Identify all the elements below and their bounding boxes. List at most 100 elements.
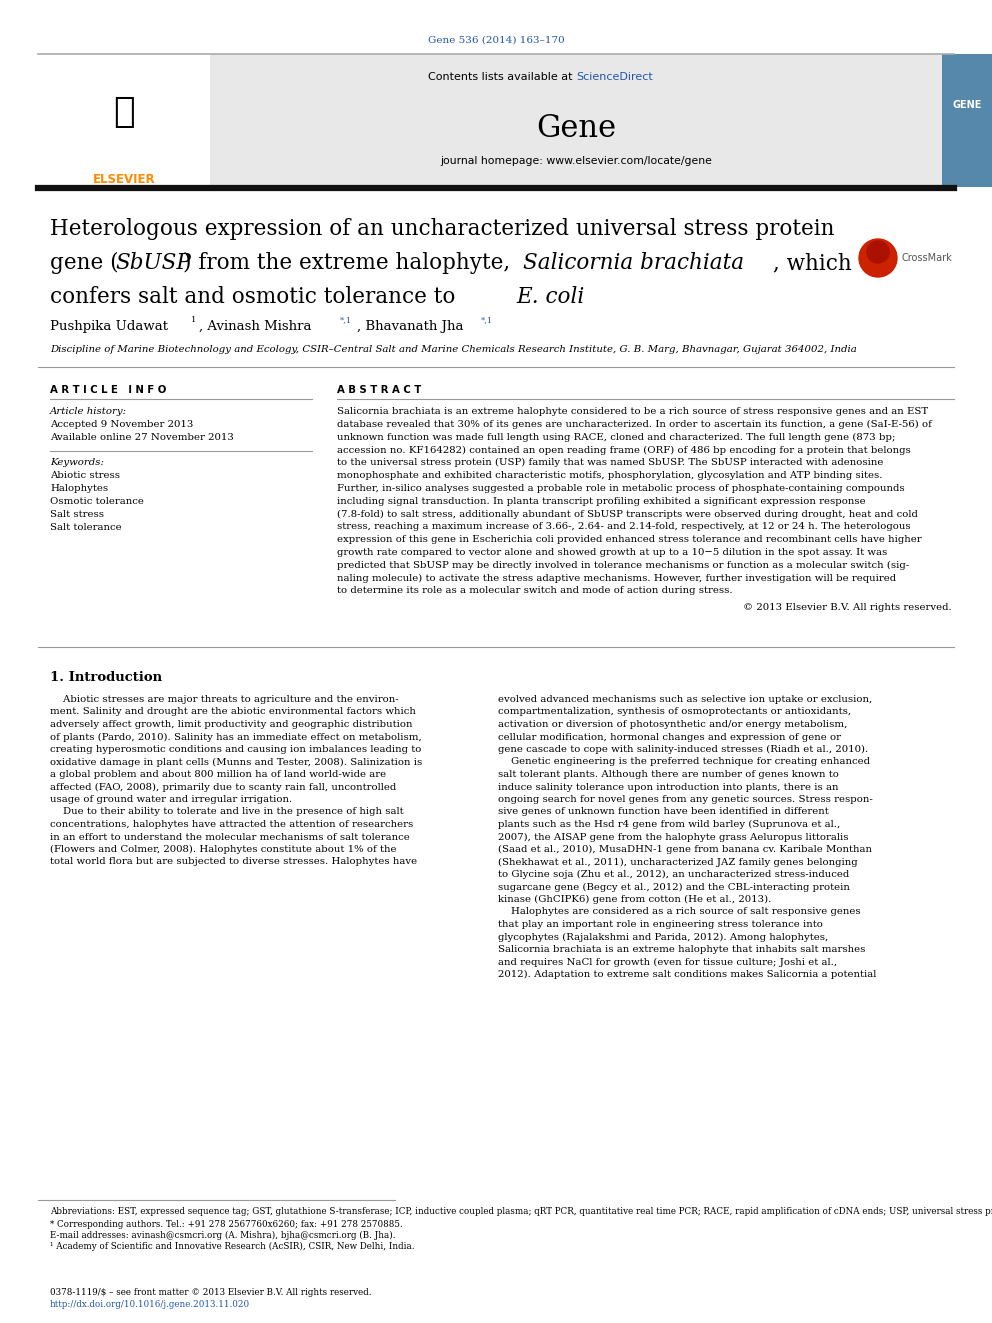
Text: (Shekhawat et al., 2011), uncharacterized JAZ family genes belonging: (Shekhawat et al., 2011), uncharacterize… (498, 857, 858, 867)
Text: cellular modification, hormonal changes and expression of gene or: cellular modification, hormonal changes … (498, 733, 841, 741)
Text: (Flowers and Colmer, 2008). Halophytes constitute about 1% of the: (Flowers and Colmer, 2008). Halophytes c… (50, 845, 397, 855)
Text: sive genes of unknown function have been identified in different: sive genes of unknown function have been… (498, 807, 828, 816)
Text: plants such as the Hsd r4 gene from wild barley (Suprunova et al.,: plants such as the Hsd r4 gene from wild… (498, 820, 840, 830)
Text: Salicornia brachiata is an extreme halophyte considered to be a rich source of s: Salicornia brachiata is an extreme halop… (337, 407, 929, 415)
Text: salt tolerant plants. Although there are number of genes known to: salt tolerant plants. Although there are… (498, 770, 839, 779)
Text: compartmentalization, synthesis of osmoprotectants or antioxidants,: compartmentalization, synthesis of osmop… (498, 708, 851, 717)
Text: A R T I C L E   I N F O: A R T I C L E I N F O (50, 385, 167, 396)
Text: to determine its role as a molecular switch and mode of action during stress.: to determine its role as a molecular swi… (337, 586, 733, 595)
Text: activation or diversion of photosynthetic and/or energy metabolism,: activation or diversion of photosyntheti… (498, 720, 847, 729)
Text: © 2013 Elsevier B.V. All rights reserved.: © 2013 Elsevier B.V. All rights reserved… (743, 603, 952, 613)
Text: Further, in-silico analyses suggested a probable role in metabolic process of ph: Further, in-silico analyses suggested a … (337, 484, 905, 492)
Text: 0378-1119/$ – see front matter © 2013 Elsevier B.V. All rights reserved.: 0378-1119/$ – see front matter © 2013 El… (50, 1289, 371, 1297)
Text: ongoing search for novel genes from any genetic sources. Stress respon-: ongoing search for novel genes from any … (498, 795, 873, 804)
Text: GENE: GENE (952, 101, 982, 110)
Text: (Saad et al., 2010), MusaDHN-1 gene from banana cv. Karibale Monthan: (Saad et al., 2010), MusaDHN-1 gene from… (498, 845, 872, 855)
Text: Keywords:: Keywords: (50, 458, 104, 467)
Text: ) from the extreme halophyte,: ) from the extreme halophyte, (183, 251, 517, 274)
Text: Contents lists available at: Contents lists available at (428, 71, 576, 82)
Text: *,1: *,1 (481, 316, 493, 324)
Text: induce salinity tolerance upon introduction into plants, there is an: induce salinity tolerance upon introduct… (498, 782, 838, 791)
Text: ment. Salinity and drought are the abiotic environmental factors which: ment. Salinity and drought are the abiot… (50, 708, 416, 717)
Text: * Corresponding authors. Tel.: +91 278 2567760x6260; fax: +91 278 2570885.: * Corresponding authors. Tel.: +91 278 2… (50, 1220, 403, 1229)
Text: gene (: gene ( (50, 251, 118, 274)
Text: Halophytes are considered as a rich source of salt responsive genes: Halophytes are considered as a rich sour… (498, 908, 861, 917)
Text: Halophytes: Halophytes (50, 484, 108, 493)
Text: 2012). Adaptation to extreme salt conditions makes Salicornia a potential: 2012). Adaptation to extreme salt condit… (498, 970, 876, 979)
Text: expression of this gene in Escherichia coli provided enhanced stress tolerance a: expression of this gene in Escherichia c… (337, 534, 922, 544)
Text: total world flora but are subjected to diverse stresses. Halophytes have: total world flora but are subjected to d… (50, 857, 417, 867)
Circle shape (867, 241, 889, 263)
Text: monophosphate and exhibited characteristic motifs, phosphorylation, glycosylatio: monophosphate and exhibited characterist… (337, 471, 883, 480)
Text: Pushpika Udawat: Pushpika Udawat (50, 320, 173, 333)
Text: a global problem and about 800 million ha of land world-wide are: a global problem and about 800 million h… (50, 770, 386, 779)
Bar (942, 54, 992, 187)
Text: glycophytes (Rajalakshmi and Parida, 2012). Among halophytes,: glycophytes (Rajalakshmi and Parida, 201… (498, 933, 828, 942)
Text: Abiotic stresses are major threats to agriculture and the environ-: Abiotic stresses are major threats to ag… (50, 695, 399, 704)
Text: accession no. KF164282) contained an open reading frame (ORF) of 486 bp encoding: accession no. KF164282) contained an ope… (337, 446, 911, 455)
Text: ScienceDirect: ScienceDirect (576, 71, 653, 82)
Text: Abbreviations: EST, expressed sequence tag; GST, glutathione S-transferase; ICP,: Abbreviations: EST, expressed sequence t… (50, 1207, 992, 1216)
Text: predicted that SbUSP may be directly involved in tolerance mechanisms or functio: predicted that SbUSP may be directly inv… (337, 561, 909, 570)
Text: Heterologous expression of an uncharacterized universal stress protein: Heterologous expression of an uncharacte… (50, 218, 834, 239)
Text: affected (FAO, 2008), primarily due to scanty rain fall, uncontrolled: affected (FAO, 2008), primarily due to s… (50, 782, 396, 791)
Text: gene cascade to cope with salinity-induced stresses (Riadh et al., 2010).: gene cascade to cope with salinity-induc… (498, 745, 868, 754)
Text: that play an important role in engineering stress tolerance into: that play an important role in engineeri… (498, 919, 823, 929)
Text: oxidative damage in plant cells (Munns and Tester, 2008). Salinization is: oxidative damage in plant cells (Munns a… (50, 758, 423, 766)
Text: including signal transduction. In planta transcript profiling exhibited a signif: including signal transduction. In planta… (337, 496, 866, 505)
Text: CrossMark: CrossMark (902, 253, 952, 263)
Text: of plants (Pardo, 2010). Salinity has an immediate effect on metabolism,: of plants (Pardo, 2010). Salinity has an… (50, 733, 422, 742)
Text: evolved advanced mechanisms such as selective ion uptake or exclusion,: evolved advanced mechanisms such as sele… (498, 695, 872, 704)
Text: Gene 536 (2014) 163–170: Gene 536 (2014) 163–170 (428, 36, 564, 45)
Text: 2007), the AISAP gene from the halophyte grass Aeluropus littoralis: 2007), the AISAP gene from the halophyte… (498, 832, 848, 841)
Text: Salt stress: Salt stress (50, 509, 104, 519)
Text: and requires NaCl for growth (even for tissue culture; Joshi et al.,: and requires NaCl for growth (even for t… (498, 958, 837, 967)
Text: 🌳: 🌳 (113, 95, 135, 130)
Text: 1. Introduction: 1. Introduction (50, 671, 162, 684)
Text: (7.8-fold) to salt stress, additionally abundant of SbUSP transcripts were obser: (7.8-fold) to salt stress, additionally … (337, 509, 918, 519)
Text: Salt tolerance: Salt tolerance (50, 523, 122, 532)
Bar (210, 54, 942, 187)
Text: *,1: *,1 (340, 316, 352, 324)
Text: E. coli: E. coli (516, 286, 584, 308)
Text: unknown function was made full length using RACE, cloned and characterized. The : unknown function was made full length us… (337, 433, 896, 442)
Text: Salicornia brachiata is an extreme halophyte that inhabits salt marshes: Salicornia brachiata is an extreme halop… (498, 945, 865, 954)
Text: Genetic engineering is the preferred technique for creating enhanced: Genetic engineering is the preferred tec… (498, 758, 870, 766)
Text: Available online 27 November 2013: Available online 27 November 2013 (50, 433, 234, 442)
Text: Osmotic tolerance: Osmotic tolerance (50, 497, 144, 505)
Text: SbUSP: SbUSP (115, 251, 190, 274)
Text: Accepted 9 November 2013: Accepted 9 November 2013 (50, 419, 193, 429)
Text: ¹ Academy of Scientific and Innovative Research (AcSIR), CSIR, New Delhi, India.: ¹ Academy of Scientific and Innovative R… (50, 1242, 415, 1252)
Text: concentrations, halophytes have attracted the attention of researchers: concentrations, halophytes have attracte… (50, 820, 414, 830)
Text: 1: 1 (191, 316, 196, 324)
Text: , Bhavanath Jha: , Bhavanath Jha (357, 320, 468, 333)
Circle shape (859, 239, 897, 277)
Text: ELSEVIER: ELSEVIER (92, 173, 156, 187)
Text: adversely affect growth, limit productivity and geographic distribution: adversely affect growth, limit productiv… (50, 720, 413, 729)
Text: A B S T R A C T: A B S T R A C T (337, 385, 422, 396)
Text: E-mail addresses: avinash@csmcri.org (A. Mishra), bjha@csmcri.org (B. Jha).: E-mail addresses: avinash@csmcri.org (A.… (50, 1230, 396, 1240)
Text: kinase (GhCIPK6) gene from cotton (He et al., 2013).: kinase (GhCIPK6) gene from cotton (He et… (498, 894, 772, 904)
Text: Discipline of Marine Biotechnology and Ecology, CSIR–Central Salt and Marine Che: Discipline of Marine Biotechnology and E… (50, 345, 857, 355)
Text: sugarcane gene (Begcy et al., 2012) and the CBL-interacting protein: sugarcane gene (Begcy et al., 2012) and … (498, 882, 850, 892)
Text: growth rate compared to vector alone and showed growth at up to a 10−5 dilution : growth rate compared to vector alone and… (337, 548, 887, 557)
Text: to the universal stress protein (USP) family that was named SbUSP. The SbUSP int: to the universal stress protein (USP) fa… (337, 458, 883, 467)
Text: Article history:: Article history: (50, 407, 127, 415)
Text: in an effort to understand the molecular mechanisms of salt tolerance: in an effort to understand the molecular… (50, 832, 410, 841)
Text: http://dx.doi.org/10.1016/j.gene.2013.11.020: http://dx.doi.org/10.1016/j.gene.2013.11… (50, 1301, 250, 1308)
Text: journal homepage: www.elsevier.com/locate/gene: journal homepage: www.elsevier.com/locat… (440, 156, 712, 165)
Text: to Glycine soja (Zhu et al., 2012), an uncharacterized stress-induced: to Glycine soja (Zhu et al., 2012), an u… (498, 871, 849, 878)
Text: Salicornia brachiata: Salicornia brachiata (523, 251, 744, 274)
Text: usage of ground water and irregular irrigation.: usage of ground water and irregular irri… (50, 795, 293, 804)
Text: , Avinash Mishra: , Avinash Mishra (199, 320, 315, 333)
Bar (38, 54, 210, 187)
Text: stress, reaching a maximum increase of 3.66-, 2.64- and 2.14-fold, respectively,: stress, reaching a maximum increase of 3… (337, 523, 911, 532)
Text: naling molecule) to activate the stress adaptive mechanisms. However, further in: naling molecule) to activate the stress … (337, 573, 896, 582)
Text: Gene: Gene (536, 112, 616, 144)
Text: Abiotic stress: Abiotic stress (50, 471, 120, 480)
Text: , which: , which (773, 251, 852, 274)
Text: creating hyperosmotic conditions and causing ion imbalances leading to: creating hyperosmotic conditions and cau… (50, 745, 422, 754)
Text: confers salt and osmotic tolerance to: confers salt and osmotic tolerance to (50, 286, 462, 308)
Text: Due to their ability to tolerate and live in the presence of high salt: Due to their ability to tolerate and liv… (50, 807, 404, 816)
Text: database revealed that 30% of its genes are uncharacterized. In order to ascerta: database revealed that 30% of its genes … (337, 419, 931, 429)
